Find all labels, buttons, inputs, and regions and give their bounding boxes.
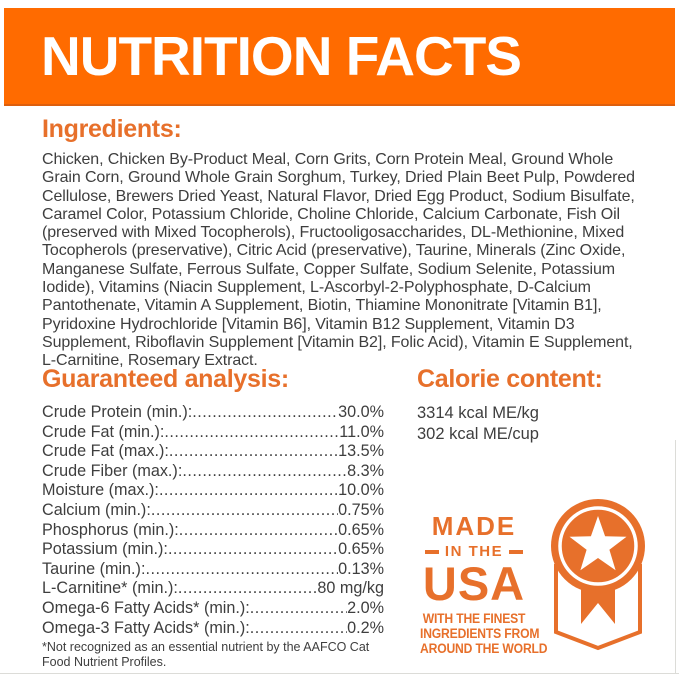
analysis-row-label: Potassium (min.): [42,540,168,559]
calorie-content-heading: Calorie content: [417,365,603,393]
badge-tagline: WITH THE FINEST INGREDIENTS FROM AROUND TH… [420,611,548,656]
analysis-row-label: L-Carnitine* (min.): [42,579,178,598]
guaranteed-analysis-table: Crude Protein (min.): 30.0% Crude Fat (m… [42,403,384,638]
dash-right-icon [509,549,524,554]
analysis-row: Potassium (min.): 0.65% [42,540,384,560]
analysis-row-value: 0.65% [338,520,384,539]
analysis-row: Crude Fat (max.): 13.5% [42,442,384,462]
dot-leader [159,481,338,500]
analysis-row-value: 0.13% [338,559,384,578]
dot-leader [192,403,338,422]
analysis-row-value: 80 mg/kg [317,579,384,598]
analysis-row-value: 0.65% [338,540,384,559]
analysis-row-label: Crude Protein (min.): [42,403,193,421]
analysis-row: Taurine (min.): 0.13% [42,560,384,580]
ingredients-text: Chicken, Chicken By-Product Meal, Corn G… [42,151,635,370]
dot-leader [178,579,318,598]
analysis-row-label: Crude Fat (max.): [42,442,169,461]
analysis-row-value: 0.75% [338,500,384,519]
analysis-row-value: 10.0% [338,481,384,500]
analysis-row-value: 2.0% [347,598,384,617]
analysis-row-label: Omega-3 Fatty Acids* (min.): [42,618,250,637]
dot-leader [179,521,338,540]
dash-left-icon [424,549,439,554]
analysis-row: Omega-3 Fatty Acids* (min.): 0.2% [42,619,384,639]
analysis-row-label: Crude Fiber (max.): [42,461,183,480]
analysis-row-label: Calcium (min.): [42,500,151,519]
dot-leader [164,423,339,442]
tagline-line: WITH THE FINEST [422,611,526,627]
ingredients-heading: Ingredients: [42,115,182,143]
dot-leader [151,501,338,520]
analysis-row-label: Moisture (max.): [42,481,159,500]
analysis-row-label: Phosphorus (min.): [42,520,179,539]
analysis-row: Phosphorus (min.): 0.65% [42,521,384,541]
dot-leader [169,442,338,461]
analysis-row-label: Taurine (min.): [42,559,146,578]
analysis-row-value: 13.5% [338,442,384,461]
dot-leader [145,560,338,579]
analysis-row: Crude Fat (min.): 11.0% [42,423,384,443]
tagline-line: INGREDIENTS FROM [420,626,540,642]
tagline-line: AROUND THE WORLD [420,640,548,656]
calorie-line: 302 kcal ME/cup [417,424,539,443]
made-label: MADE [431,511,517,541]
dot-leader [182,462,347,481]
dot-leader [250,619,347,638]
calorie-line: 3314 kcal ME/kg [417,404,539,422]
guaranteed-analysis-heading: Guaranteed analysis: [42,365,289,393]
analysis-row: Crude Protein (min.): 30.0% [42,403,384,423]
analysis-row-value: 30.0% [338,403,384,421]
dot-leader [168,540,338,559]
analysis-row-value: 8.3% [347,461,384,480]
analysis-row: L-Carnitine* (min.): 80 mg/kg [42,579,384,599]
dot-leader [250,599,347,618]
nutrition-facts-title: NUTRITION FACTS [41,25,522,87]
analysis-row: Calcium (min.): 0.75% [42,501,384,521]
medal-star-ribbon-icon [550,496,646,659]
calorie-content-values: 3314 kcal ME/kg 302 kcal ME/cup [417,403,539,444]
analysis-row-value: 0.2% [347,618,384,637]
photo-frame-bottom-edge [0,673,679,674]
usa-label: USA [422,557,526,610]
analysis-row: Moisture (max.): 10.0% [42,481,384,501]
made-in-usa-text: MADE IN THE USA WITH THE FINEST INGREDIEN… [414,511,548,657]
photo-frame-right-edge [675,440,676,674]
analysis-footnote: *Not recognized as an essential nutrient… [42,640,370,669]
analysis-row: Crude Fiber (max.): 8.3% [42,462,384,482]
in-the-label: IN THE [444,543,504,560]
analysis-row-label: Omega-6 Fatty Acids* (min.): [42,598,250,617]
analysis-row-value: 11.0% [339,422,384,441]
analysis-row-label: Crude Fat (min.): [42,422,165,441]
made-in-usa-badge: MADE IN THE USA WITH THE FINEST INGREDIEN… [414,494,646,659]
in-the-row: IN THE [414,544,534,559]
nutrition-facts-banner: NUTRITION FACTS [4,8,675,106]
analysis-row: Omega-6 Fatty Acids* (min.): 2.0% [42,599,384,619]
